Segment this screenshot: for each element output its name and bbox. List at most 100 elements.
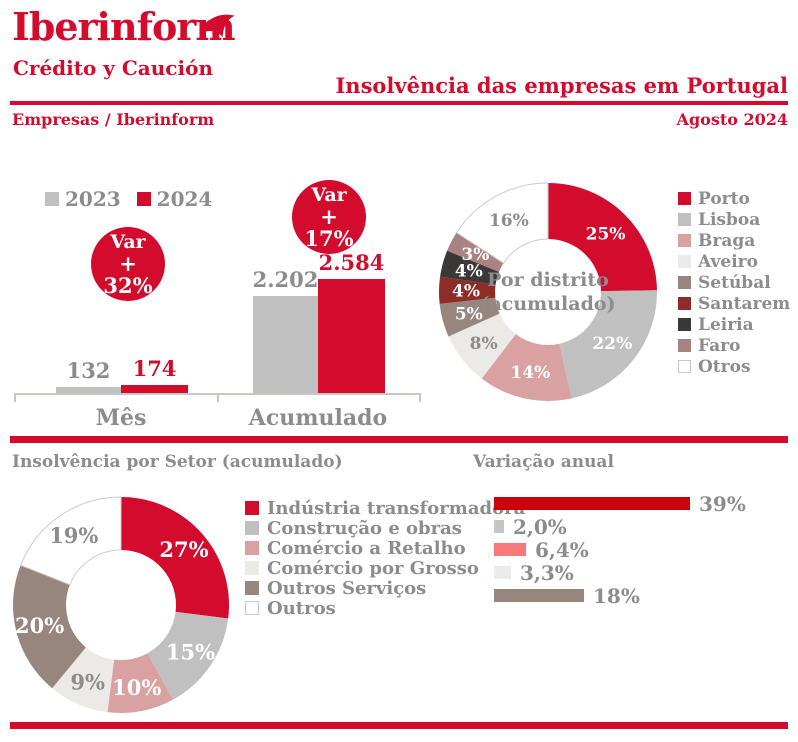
bar-acumulado-2024: [318, 279, 385, 393]
logo-wordmark: Iberinform: [12, 4, 236, 49]
donut-value-label-industria-transformadora: 27%: [159, 537, 208, 562]
legend-swatch-2024: [136, 192, 151, 206]
legend-label-porto: Porto: [698, 188, 750, 209]
district-donut-chart: 25% 22% 14% 8% 5% 4% 4% 3% 16% Por distrito (acu…: [438, 182, 658, 402]
variation-badge-value: + 32%: [103, 251, 153, 298]
legend-label-leiria: Leiria: [698, 314, 754, 335]
axis-tick: [217, 393, 219, 402]
donut-slice-lisboa: [559, 290, 657, 399]
donut-slice-industria-transformadora: [121, 497, 230, 619]
axis-tick: [14, 393, 16, 402]
donut-value-label-otros: 16%: [489, 211, 529, 231]
legend-item-industria-transformadora: Indústria transformadora: [245, 498, 525, 519]
variation-badge-value: + 17%: [304, 204, 354, 251]
donut-slice-braga: [481, 334, 572, 401]
legend-label-aveiro: Aveiro: [698, 251, 758, 272]
insolvency-bar-chart: 2023 2024 Var + 32% Var + 17% 132 174 2.20…: [10, 165, 435, 433]
legend-label-2024: 2024: [156, 187, 213, 211]
donut-slice-porto: [548, 183, 657, 292]
variation-bar-4: [494, 566, 511, 579]
donut-slice-comercio-a-retalho: [107, 653, 174, 713]
donut-value-label-outros-servicos: 20%: [15, 613, 64, 638]
page-title: Insolvência das empresas em Portugal: [335, 73, 788, 98]
legend-swatch-2023: [45, 192, 59, 206]
bar-value-mes-2024: 174: [132, 356, 177, 381]
donut-slice-setubal: [439, 297, 500, 337]
district-donut-center-label: Por distrito (acumulado): [438, 268, 658, 316]
legend-swatch-porto: [678, 192, 691, 205]
bar-acumulado-2023: [253, 296, 318, 393]
legend-item-faro: Faro: [678, 335, 790, 356]
legend-swatch-aveiro: [678, 255, 691, 268]
donut-value-label-aveiro: 8%: [470, 334, 498, 354]
legend-label-comercio-por-grosso: Comércio por Grosso: [267, 557, 479, 579]
variation-bar-value-4: 3,3%: [520, 561, 574, 585]
district-legend: Porto Lisboa Braga Aveiro Setúbal Santarem Lei…: [678, 188, 790, 377]
bar-mes-2023: [56, 387, 121, 393]
legend-swatch-setubal: [678, 276, 691, 289]
legend-item-porto: Porto: [678, 188, 790, 209]
legend-label-outros: Outros: [267, 597, 336, 619]
donut-value-label-santarem: 4%: [452, 282, 480, 302]
legend-item-outros: Outros: [245, 597, 525, 619]
category-label-acumulado: Acumulado: [248, 405, 388, 431]
header-divider: [10, 101, 788, 105]
legend-item-otros: Otros: [678, 356, 790, 377]
legend-item-2023: 2023: [45, 187, 121, 211]
report-date: Agosto 2024: [676, 110, 788, 129]
variation-badge-accumulated: Var + 17%: [292, 180, 366, 254]
legend-label-faro: Faro: [698, 335, 741, 356]
center-label-line2: (acumulado): [480, 293, 616, 315]
legend-swatch-faro: [678, 339, 691, 352]
legend-swatch-comercio-a-retalho: [245, 541, 259, 555]
donut-slice-faro: [447, 232, 504, 272]
donut-value-label-setubal: 5%: [455, 304, 483, 324]
legend-item-outros-servicos: Outros Serviços: [245, 577, 525, 599]
bar-value-mes-2023: 132: [66, 358, 111, 383]
legend-swatch-santarem: [678, 297, 691, 310]
donut-slice-construcao-e-obras: [147, 611, 229, 700]
legend-label-construcao-e-obras: Construção e obras: [267, 517, 462, 539]
legend-item-braga: Braga: [678, 230, 790, 251]
legend-item-aveiro: Aveiro: [678, 251, 790, 272]
donut-slice-otros: [455, 182, 549, 264]
district-donut-svg: 25%22%14%8%5%4%4%3%16%: [439, 182, 657, 401]
legend-swatch-construcao-e-obras: [245, 521, 259, 535]
axis-tick: [419, 393, 421, 402]
legend-swatch-otros: [678, 360, 691, 373]
variation-bar-value-1: 39%: [699, 492, 746, 516]
variation-badge-month: Var + 32%: [91, 227, 165, 301]
legend-swatch-outros-servicos: [245, 581, 259, 595]
legend-label-comercio-a-retalho: Comércio a Retalho: [267, 537, 466, 559]
variation-section-title: Variação anual: [473, 452, 614, 472]
legend-swatch-comercio-por-grosso: [245, 561, 259, 575]
footer-bar: [10, 722, 788, 729]
sector-donut-svg: 27% 15%10% 9% 20% 19%: [12, 496, 230, 713]
legend-label-2023: 2023: [65, 187, 121, 211]
variation-bar-value-2: 2,0%: [513, 515, 567, 539]
donut-value-label-comercio-por-grosso: 9%: [70, 669, 105, 694]
sector-section-title: Insolvência por Setor (acumulado): [12, 452, 343, 472]
legend-swatch-braga: [678, 234, 691, 247]
donut-value-label-construcao-e-obras: 15%: [166, 640, 215, 665]
variation-bar-2: [494, 520, 504, 533]
legend-label-outros-servicos: Outros Serviços: [267, 577, 427, 599]
legend-item-setubal: Setúbal: [678, 272, 790, 293]
bar-value-acumulado-2023: 2.202: [252, 267, 319, 292]
breadcrumb: Empresas / Iberinform: [12, 110, 215, 129]
donut-value-label-leiria: 4%: [455, 262, 483, 282]
donut-value-label-lisboa: 22%: [592, 334, 632, 354]
legend-item-leiria: Leiria: [678, 314, 790, 335]
legend-label-lisboa: Lisboa: [698, 209, 761, 230]
legend-item-santarem: Santarem: [678, 293, 790, 314]
variation-bar-1: [494, 497, 690, 510]
variation-bar-value-5: 18%: [593, 584, 640, 608]
legend-swatch-industria-transformadora: [245, 501, 259, 515]
legend-swatch-outros: [245, 601, 259, 615]
legend-item-comercio-a-retalho: Comércio a Retalho: [245, 537, 525, 559]
section-divider: [10, 436, 788, 443]
legend-label-setubal: Setúbal: [698, 272, 771, 293]
legend-item-construcao-e-obras: Construção e obras: [245, 517, 525, 539]
category-label-mes: Mês: [95, 405, 147, 431]
